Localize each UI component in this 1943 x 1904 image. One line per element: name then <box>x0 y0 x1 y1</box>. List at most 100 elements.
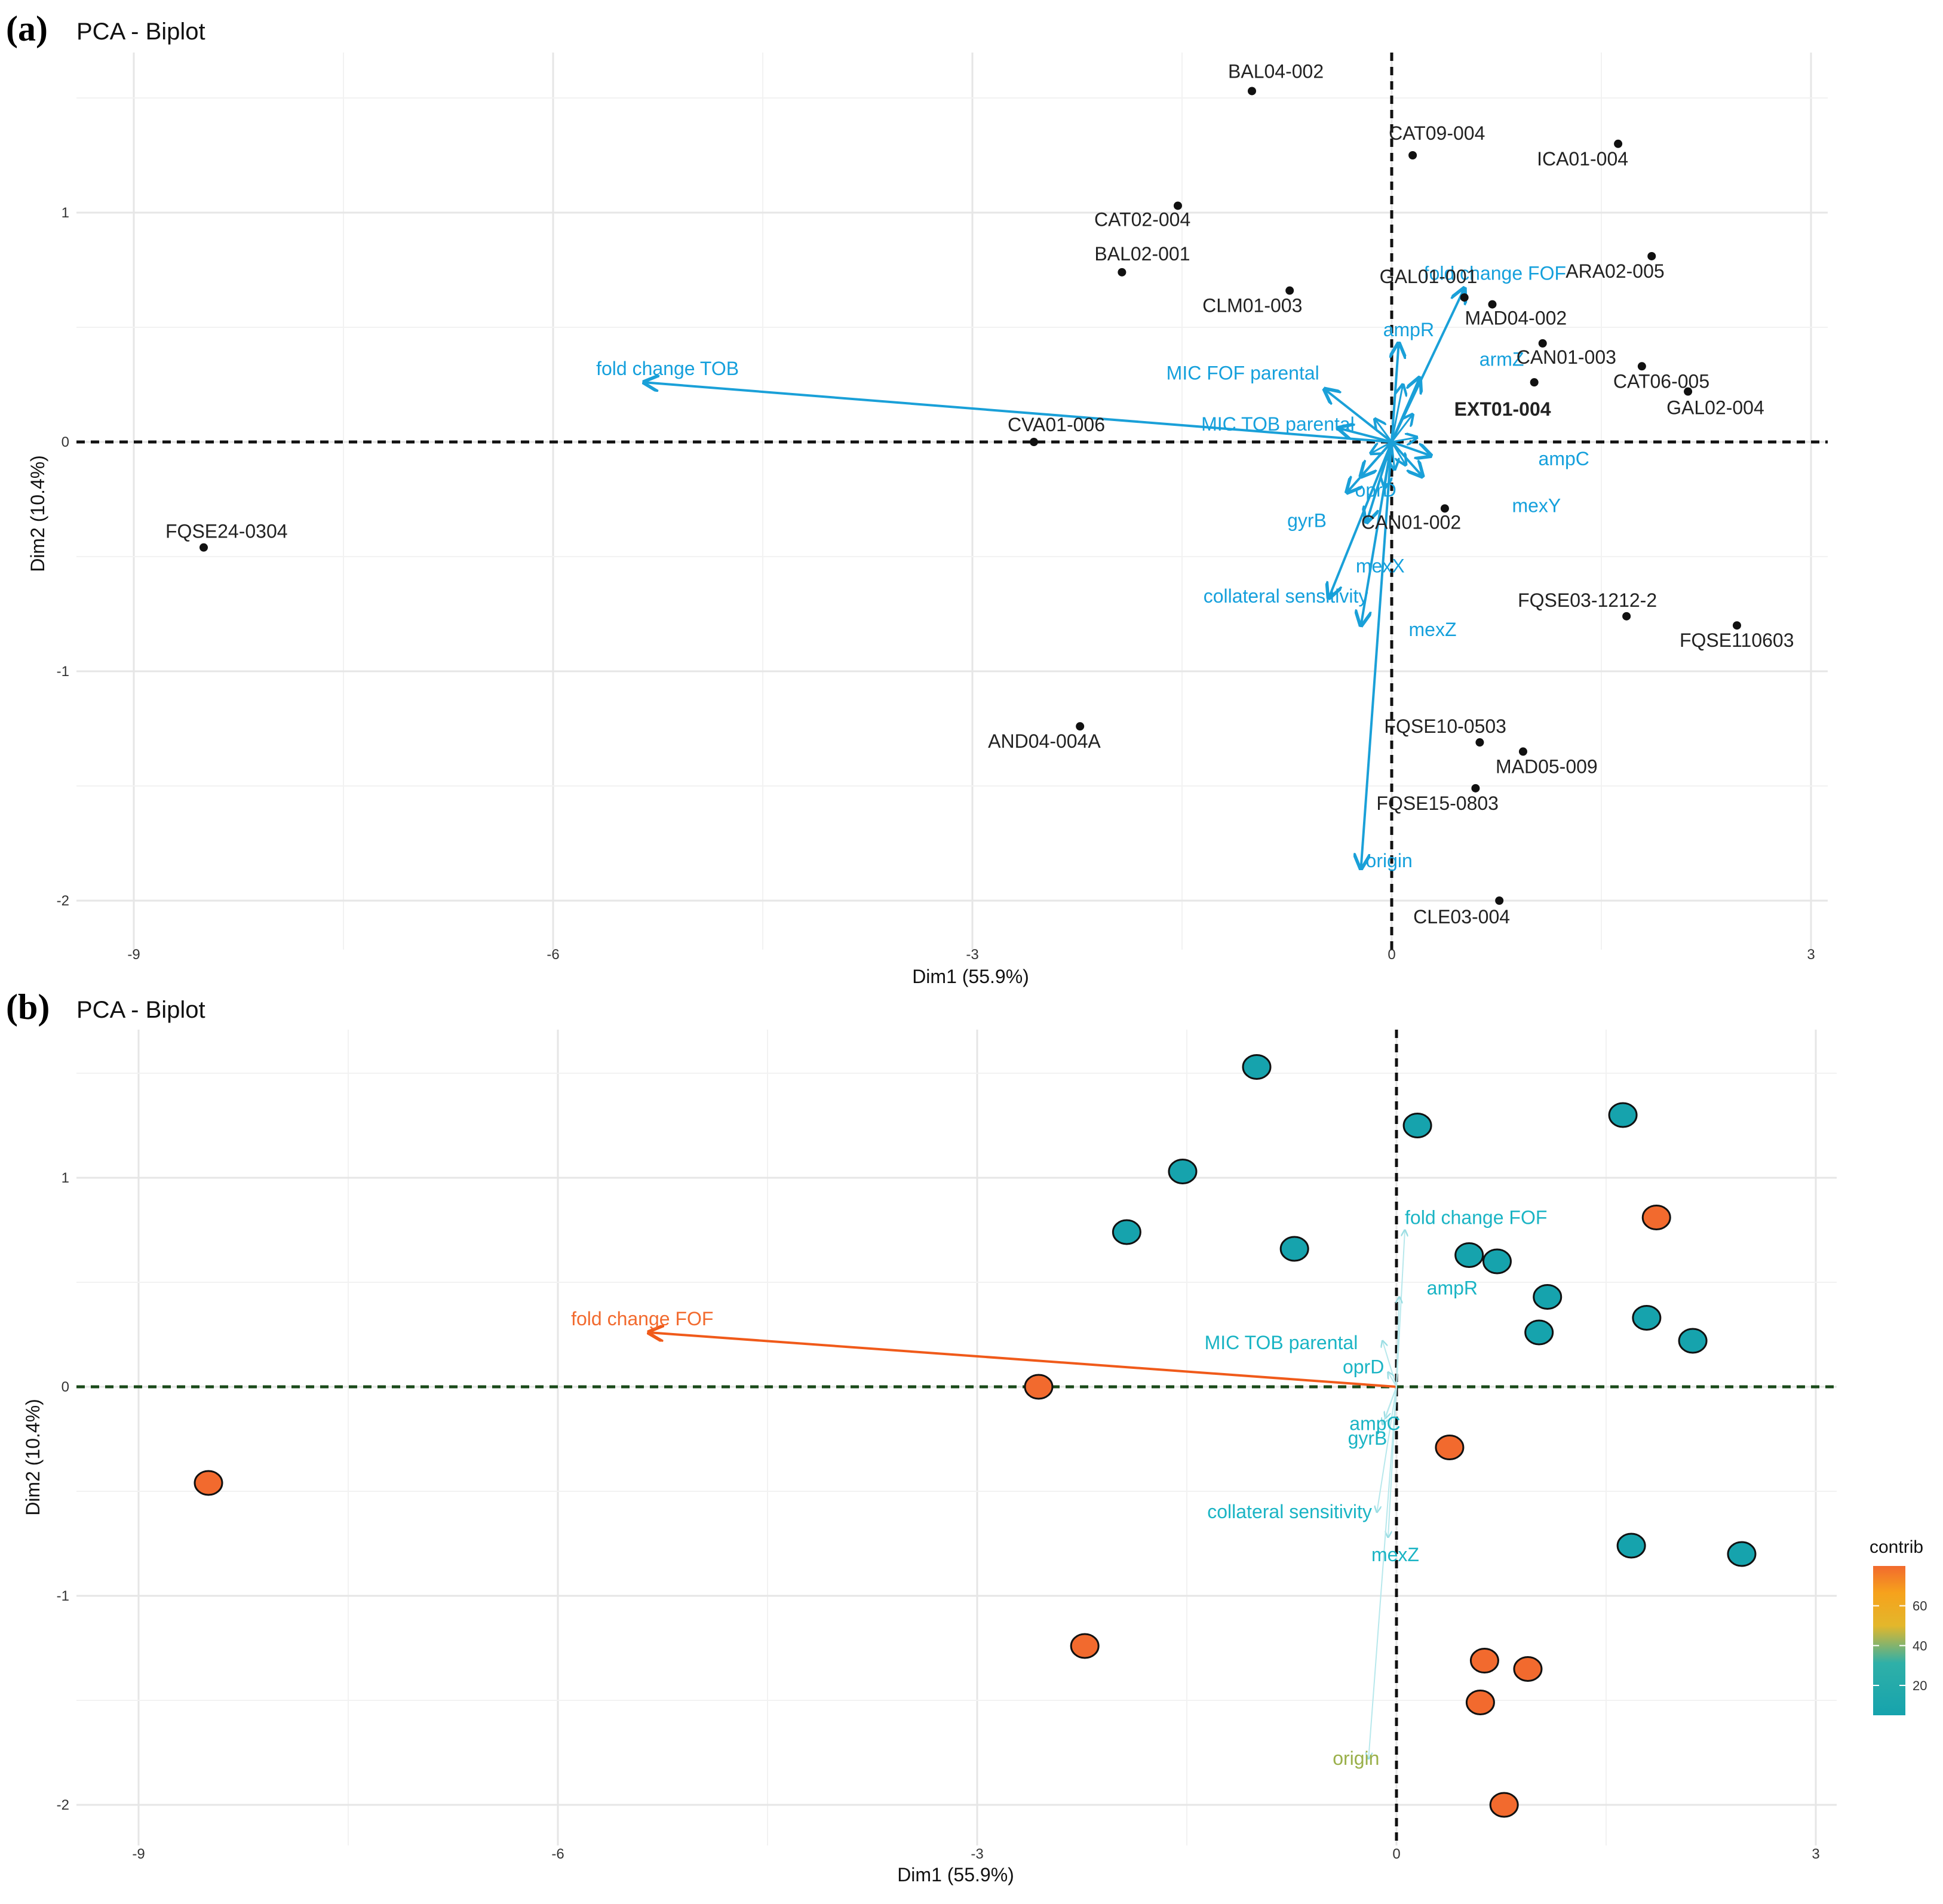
panel-a-y-axis-title: Dim2 (10.4%) <box>27 455 48 572</box>
variable-label: ampC <box>1349 1413 1400 1435</box>
panel-a-individuals: BAL04-002 CAT09-004 ICA01-004 CAT02-004 BAL0… <box>165 60 1794 928</box>
individual-point <box>1518 747 1527 756</box>
panel-a-title: PCA - Biplot <box>76 19 205 45</box>
y-tick-label: 0 <box>62 1379 69 1395</box>
legend-tick-label: 40 <box>1913 1638 1927 1653</box>
variable-arrow <box>1325 389 1393 443</box>
individual-point <box>1622 612 1631 621</box>
panel-b-variable-arrows: fold change FOF fold change FOF ampR MIC TO… <box>571 1207 1547 1770</box>
individual-point <box>1279 1236 1309 1262</box>
individual-label: FQSE110603 <box>1680 629 1794 651</box>
individual-label: CVA01-006 <box>1008 414 1105 435</box>
individual-label: GAL02-004 <box>1666 397 1764 419</box>
y-tick-label: -1 <box>57 1588 69 1604</box>
individual-point <box>1465 1690 1495 1715</box>
individual-point <box>1538 339 1547 348</box>
variable-label: ampR <box>1383 319 1434 340</box>
individual-label: FQSE15-0803 <box>1376 793 1499 814</box>
variable-arrow <box>1339 428 1392 443</box>
individual-point <box>1285 286 1294 295</box>
variable-arrow <box>1368 1386 1397 1759</box>
individual-point <box>1495 896 1504 905</box>
individual-label: GAL01-001 <box>1380 266 1478 287</box>
individual-point <box>1024 1374 1054 1400</box>
variable-label: fold change FOF <box>1405 1207 1547 1229</box>
individual-label: AND04-004A <box>988 730 1101 752</box>
individual-point <box>1616 1533 1646 1559</box>
contrib-colorbar <box>1873 1566 1905 1715</box>
individual-point <box>1637 362 1646 371</box>
panel-b-grid <box>76 1030 1837 1845</box>
x-tick-label: -9 <box>132 1846 145 1862</box>
y-tick-label: -2 <box>57 1797 69 1813</box>
variable-label: MIC TOB parental <box>1205 1332 1358 1353</box>
variable-arrow <box>649 1332 1397 1388</box>
panel-a-grid <box>76 53 1828 950</box>
individual-label: FQSE10-0503 <box>1384 715 1506 737</box>
variable-label: mexZ <box>1409 619 1457 640</box>
x-tick-label: -9 <box>127 947 140 963</box>
panel-a-variable-arrows: fold change TOB fold change FOF ampR armZ MI… <box>596 263 1589 872</box>
panel-b-x-axis-title: Dim1 (55.9%) <box>897 1864 1014 1885</box>
individual-label: CAN01-002 <box>1361 511 1461 533</box>
variable-arrow <box>1396 1297 1399 1387</box>
variable-arrow <box>1391 377 1420 443</box>
individual-point <box>1402 1113 1432 1138</box>
individual-point <box>1732 621 1741 630</box>
individual-point <box>1070 1633 1100 1659</box>
variable-arrow <box>1347 441 1393 492</box>
x-tick-label: 0 <box>1388 947 1395 963</box>
individual-label: MAD05-009 <box>1496 756 1598 777</box>
panel-a-x-axis-title: Dim1 (55.9%) <box>912 966 1029 987</box>
individual-label: BAL04-002 <box>1228 60 1324 82</box>
individual-label: BAL02-001 <box>1094 243 1190 265</box>
variable-label: ampR <box>1427 1277 1478 1299</box>
variable-label: mexY <box>1512 495 1561 517</box>
individual-point <box>1168 1159 1198 1184</box>
panel-b-axes: -9 -6 -3 0 3 -2 -1 0 1 <box>57 1030 1837 1862</box>
variable-label: ampC <box>1539 448 1589 469</box>
variable-arrow-minor <box>1391 437 1417 442</box>
individual-point <box>1029 438 1038 446</box>
individual-label: EXT01-004 <box>1454 398 1551 420</box>
variable-label: collateral sensitivity <box>1207 1501 1372 1522</box>
x-tick-label: 3 <box>1812 1846 1819 1862</box>
individual-label: CLE03-004 <box>1413 906 1510 928</box>
panel-b-y-axis-title: Dim2 (10.4%) <box>22 1399 44 1516</box>
individual-point <box>1248 87 1256 96</box>
variable-label: fold change FOF <box>1424 263 1566 284</box>
individual-point <box>1684 387 1693 396</box>
x-tick-label: 3 <box>1807 947 1815 963</box>
individual-label: ICA01-004 <box>1537 148 1628 170</box>
y-tick-label: -1 <box>57 664 69 680</box>
variable-label: gyrB <box>1348 1427 1388 1449</box>
individual-point <box>1488 300 1497 309</box>
panel-b-label: (b) <box>6 987 50 1027</box>
variable-arrow-minor <box>1391 441 1405 465</box>
variable-arrow <box>1329 441 1393 598</box>
individual-point <box>1408 151 1417 159</box>
variable-label: oprD <box>1343 1356 1384 1378</box>
panel-a-axes: -9 -6 -3 0 3 -2 -1 0 1 <box>57 53 1828 963</box>
x-tick-label: 0 <box>1392 1846 1400 1862</box>
individual-point <box>1647 251 1656 260</box>
variable-label: fold change FOF <box>571 1308 713 1329</box>
variable-arrow <box>1391 441 1431 456</box>
variable-arrow-minor <box>1375 419 1393 443</box>
individual-label: FQSE24-0304 <box>165 521 288 542</box>
individual-point <box>1454 1242 1484 1268</box>
variable-arrow <box>1388 1372 1397 1387</box>
individual-point <box>1076 722 1085 731</box>
variable-arrow-minor <box>1391 414 1413 443</box>
variable-label: oprD <box>1355 480 1396 501</box>
individual-point <box>1678 1328 1708 1354</box>
variable-label: MIC FOF parental <box>1167 363 1319 384</box>
individual-label: CLM01-003 <box>1202 295 1302 317</box>
variable-arrow <box>644 382 1392 443</box>
x-tick-label: -3 <box>966 947 978 963</box>
variable-label: fold change TOB <box>596 358 739 379</box>
individual-point <box>1727 1541 1757 1567</box>
variable-label: collateral sensitivity <box>1204 585 1368 607</box>
individual-label: FQSE03-1212-2 <box>1518 589 1657 611</box>
